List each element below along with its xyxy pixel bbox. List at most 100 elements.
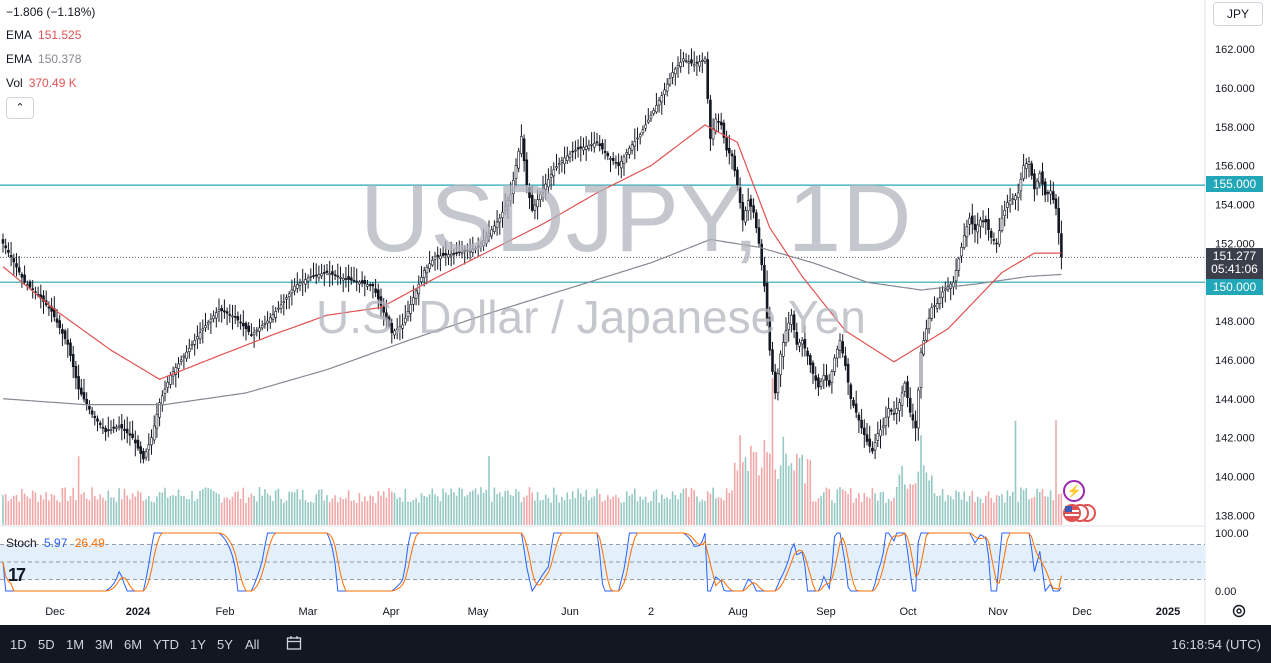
candle-up bbox=[584, 145, 588, 150]
volume-bar bbox=[91, 487, 93, 525]
candle-up bbox=[638, 134, 642, 138]
candle-down bbox=[31, 288, 35, 290]
volume-bar bbox=[42, 499, 45, 525]
volume-bar bbox=[944, 501, 947, 525]
candle-down bbox=[601, 143, 604, 150]
calendar-range-icon[interactable] bbox=[286, 635, 302, 651]
volume-bar bbox=[121, 499, 123, 525]
volume-bar bbox=[968, 495, 971, 525]
volume-bar bbox=[1060, 493, 1063, 525]
candle-up bbox=[341, 278, 345, 281]
volume-bar bbox=[148, 495, 150, 525]
volume-bar bbox=[1025, 488, 1028, 525]
timeframe-ytd[interactable]: YTD bbox=[153, 637, 179, 652]
candle-down bbox=[12, 258, 16, 263]
settings-gear-icon[interactable] bbox=[1231, 603, 1247, 619]
candle-up bbox=[398, 326, 402, 331]
price-tag-155: 155.000 bbox=[1206, 176, 1263, 192]
candle-down bbox=[970, 215, 974, 225]
volume-bar bbox=[126, 495, 128, 525]
vol-legend[interactable]: Vol 370.49 K bbox=[6, 76, 77, 90]
lightning-icon[interactable]: ⚡ bbox=[1063, 480, 1085, 502]
candle-up bbox=[533, 204, 537, 211]
candle-up bbox=[565, 155, 569, 161]
timeframe-3m[interactable]: 3M bbox=[95, 637, 114, 652]
currency-selector[interactable]: JPY bbox=[1213, 2, 1263, 26]
volume-bar bbox=[320, 489, 323, 525]
timeframe-1y[interactable]: 1Y bbox=[190, 637, 206, 652]
timeframe-1m[interactable]: 1M bbox=[66, 637, 85, 652]
volume-bar bbox=[396, 498, 398, 525]
timeframe-all[interactable]: All bbox=[245, 637, 260, 652]
candle-up bbox=[541, 188, 545, 194]
utc-clock[interactable]: 16:18:54 (UTC) bbox=[1171, 637, 1261, 652]
volume-bar bbox=[985, 495, 987, 525]
candle-up bbox=[646, 119, 650, 123]
candle-down bbox=[803, 338, 807, 349]
candle-up bbox=[179, 359, 183, 362]
candle-down bbox=[385, 312, 388, 320]
volume-bar bbox=[139, 492, 142, 525]
candle-up bbox=[582, 146, 585, 151]
volume-bar bbox=[774, 469, 776, 525]
candle-down bbox=[1030, 163, 1033, 176]
candle-up bbox=[155, 413, 159, 429]
candle-down bbox=[9, 255, 13, 258]
tradingview-logo[interactable]: 17 bbox=[8, 565, 26, 585]
volume-bar bbox=[304, 500, 307, 525]
volume-bar bbox=[280, 498, 282, 525]
candle-up bbox=[301, 280, 305, 284]
volume-bar bbox=[312, 502, 315, 525]
candle-up bbox=[682, 58, 685, 62]
candle-up bbox=[309, 276, 313, 278]
candle-down bbox=[871, 447, 874, 452]
volume-bar bbox=[558, 502, 560, 525]
us-flag-event-icon[interactable] bbox=[1061, 503, 1097, 523]
ema1-value: 151.525 bbox=[38, 28, 82, 42]
volume-bar bbox=[666, 497, 668, 525]
volume-bar bbox=[601, 501, 604, 525]
timeframe-1d[interactable]: 1D bbox=[10, 637, 27, 652]
candle-down bbox=[1054, 198, 1058, 209]
candle-up bbox=[609, 158, 612, 160]
candle-down bbox=[725, 137, 728, 151]
volume-bar bbox=[690, 487, 693, 525]
volume-bar bbox=[833, 502, 836, 525]
volume-bar bbox=[750, 445, 752, 525]
timeframe-6m[interactable]: 6M bbox=[124, 637, 143, 652]
collapse-legend-button[interactable]: ⌃ bbox=[6, 97, 34, 119]
volume-bar bbox=[550, 502, 552, 525]
candle-down bbox=[236, 316, 240, 321]
stoch-legend[interactable]: Stoch 5.97 26.49 bbox=[6, 536, 105, 550]
candle-down bbox=[55, 318, 59, 323]
candle-down bbox=[220, 307, 223, 311]
volume-bar bbox=[1033, 496, 1036, 525]
ema1-legend[interactable]: EMA 151.525 bbox=[6, 28, 81, 42]
candle-down bbox=[125, 428, 129, 434]
volume-bar bbox=[401, 501, 404, 525]
volume-bar bbox=[328, 502, 331, 525]
volume-bar bbox=[709, 493, 712, 525]
volume-bar bbox=[99, 494, 101, 525]
volume-bar bbox=[142, 500, 145, 525]
volume-bar bbox=[828, 489, 830, 525]
candle-up bbox=[169, 375, 172, 385]
timeframe-5d[interactable]: 5D bbox=[38, 637, 55, 652]
volume-bar bbox=[547, 497, 550, 525]
volume-bar bbox=[218, 494, 220, 525]
volume-bar bbox=[752, 452, 755, 525]
candle-down bbox=[981, 220, 985, 223]
volume-bar bbox=[1057, 493, 1060, 525]
volume-bar bbox=[393, 492, 396, 525]
volume-bar bbox=[785, 453, 787, 525]
timeframe-5y[interactable]: 5Y bbox=[217, 637, 233, 652]
candle-up bbox=[630, 144, 634, 151]
candle-up bbox=[506, 200, 510, 206]
candle-up bbox=[876, 433, 880, 441]
candle-up bbox=[117, 425, 121, 428]
candle-up bbox=[509, 194, 512, 202]
stoch-tick-label: 0.00 bbox=[1215, 586, 1236, 598]
ema2-legend[interactable]: EMA 150.378 bbox=[6, 52, 81, 66]
candle-down bbox=[576, 147, 580, 150]
candle-up bbox=[1016, 192, 1020, 198]
